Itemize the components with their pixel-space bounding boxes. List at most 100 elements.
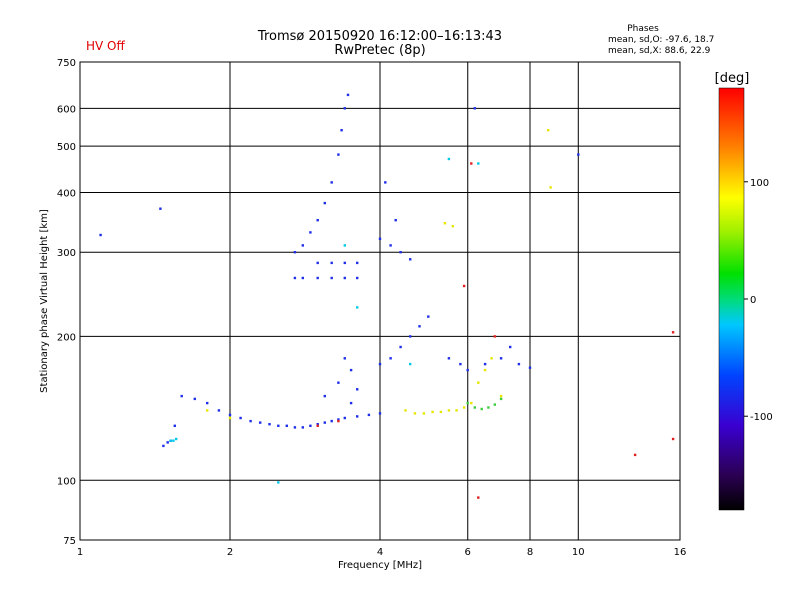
y-tick-label: 750 (57, 58, 76, 69)
data-point-blue (378, 362, 382, 366)
colorbar-ticks: 100 0 -100 (744, 178, 773, 423)
data-point-blue (99, 233, 102, 237)
data-point-green (487, 406, 490, 409)
data-point-blue (389, 244, 392, 247)
data-point-blue (323, 394, 326, 398)
data-point-blue (343, 261, 346, 265)
colorbar-tick-label: 0 (750, 295, 756, 306)
y-tick-label: 600 (57, 104, 76, 115)
y-axis-label: Stationary phase Virtual Height [km] (39, 209, 50, 393)
data-point-blue (316, 423, 319, 426)
data-point-yellow (439, 410, 443, 414)
data-point-blue (337, 381, 340, 384)
data-point-green (499, 397, 503, 401)
data-point-blue (301, 244, 304, 247)
data-point-blue (509, 345, 512, 349)
data-point-blue (528, 366, 532, 369)
data-point-blue (268, 423, 271, 426)
data-point-blue (228, 413, 232, 417)
data-point-cyan (477, 162, 480, 165)
data-point-red (470, 162, 473, 165)
data-point-blue (346, 93, 350, 97)
data-point-blue (577, 153, 580, 156)
data-point-cyan (172, 439, 175, 442)
data-point-blue (316, 261, 319, 265)
data-point-blue (517, 362, 521, 366)
phases-x-line: mean, sd,X: 88.6, 22.9 (608, 46, 711, 56)
data-point-blue (309, 424, 312, 427)
data-point-yellow (490, 357, 493, 360)
data-point-cyan (277, 481, 280, 484)
x-tick-label: 2 (227, 547, 233, 558)
data-point-blue (193, 397, 196, 401)
data-point-blue (418, 325, 421, 328)
data-point-blue (459, 362, 462, 366)
data-point-blue (316, 276, 319, 280)
data-point-red (633, 453, 637, 457)
x-tick-label: 16 (674, 547, 687, 558)
data-point-blue (173, 424, 176, 427)
y-tick-label: 400 (57, 188, 76, 199)
data-point-cyan (356, 306, 359, 309)
data-point-blue (159, 207, 162, 210)
data-point-blue (330, 181, 333, 184)
data-point-green (493, 403, 496, 406)
data-point-blue (409, 335, 412, 338)
data-point-yellow (470, 401, 473, 405)
y-tick-label: 300 (57, 248, 76, 259)
x-tick-label: 4 (377, 547, 383, 558)
data-point-blue (378, 237, 382, 240)
data-point-yellow (477, 381, 480, 384)
data-point-red (462, 284, 466, 288)
data-point-yellow (455, 409, 458, 412)
data-point-yellow (462, 406, 466, 409)
data-point-blue (293, 426, 297, 429)
data-point-blue (499, 357, 503, 360)
x-tick-label: 10 (572, 547, 585, 558)
data-point-blue (323, 201, 326, 205)
data-point-cyan (343, 244, 346, 247)
data-point-blue (293, 251, 297, 254)
x-tick-label: 8 (527, 547, 533, 558)
data-point-blue (330, 261, 333, 265)
data-point-blue (249, 419, 252, 423)
data-point-yellow (549, 186, 552, 189)
y-tick-label: 100 (57, 476, 76, 487)
data-point-yellow (443, 222, 447, 225)
data-point-yellow (447, 409, 451, 412)
colorbar-tick-label: -100 (750, 412, 773, 423)
plot-frame (79, 61, 681, 541)
data-point-blue (239, 416, 242, 420)
data-point-blue (349, 401, 353, 405)
data-point-red (671, 331, 675, 334)
data-point-cyan (169, 439, 172, 442)
data-point-blue (330, 276, 333, 280)
y-axis: 75 100 200 300 400 500 600 750 (57, 58, 76, 547)
data-point-blue (483, 362, 487, 366)
data-point-blue (447, 357, 451, 360)
data-point-blue (330, 419, 333, 423)
x-tick-label: 6 (465, 547, 471, 558)
data-point-blue (389, 357, 392, 360)
data-point-blue (343, 416, 346, 420)
data-point-blue (206, 401, 209, 405)
data-point-blue (285, 424, 288, 427)
data-point-red (477, 496, 480, 499)
hv-status-label: HV Off (86, 39, 125, 53)
data-point-blue (356, 415, 359, 418)
data-point-blue (367, 413, 371, 417)
data-point-blue (316, 219, 319, 222)
phases-heading: Phases (627, 24, 659, 34)
data-point-yellow (413, 412, 417, 415)
data-point-yellow (451, 225, 454, 228)
colorbar-tick-label: 100 (750, 178, 769, 189)
data-point-yellow (228, 416, 232, 420)
data-point-green (473, 406, 476, 409)
phases-o-line: mean, sd,O: -97.6, 18.7 (608, 35, 714, 45)
data-point-blue (340, 129, 343, 132)
data-points (99, 93, 675, 499)
grid (80, 62, 680, 540)
data-point-blue (349, 368, 353, 372)
data-point-yellow (206, 409, 209, 412)
data-point-yellow (499, 394, 503, 398)
